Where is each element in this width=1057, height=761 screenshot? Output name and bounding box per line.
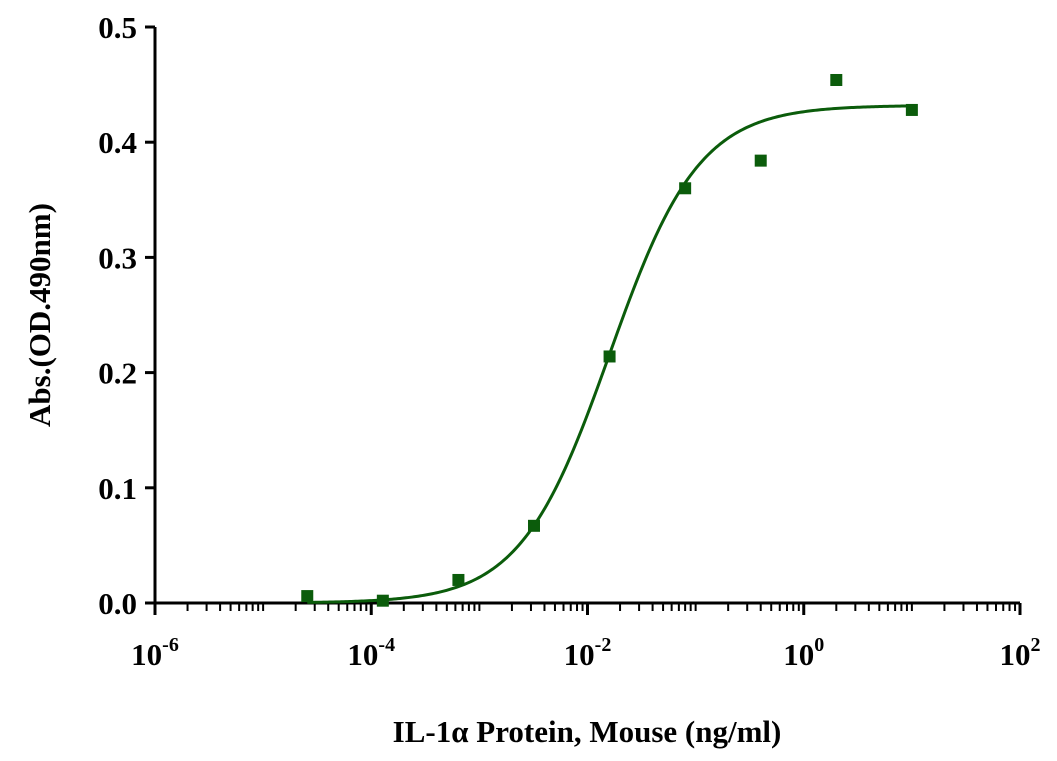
y-axis-title: Abs.(OD.490nm): [22, 203, 57, 427]
y-tick-labels: 0.0 0.1 0.2 0.3 0.4 0.5: [98, 10, 137, 621]
data-points: [301, 73, 918, 607]
data-point: [527, 519, 540, 532]
x-tick-label: 100: [783, 634, 824, 672]
x-axis-title: IL-1α Protein, Mouse (ng/ml): [393, 714, 782, 749]
x-tick-label: 102: [1000, 634, 1041, 672]
data-point: [452, 573, 465, 586]
y-tick-label: 0.5: [98, 10, 137, 45]
axis-ticks: [145, 25, 1022, 615]
y-tick-label: 0.1: [98, 471, 137, 506]
data-point: [376, 594, 389, 607]
data-point: [754, 154, 767, 167]
data-point: [301, 590, 314, 603]
y-tick-label: 0.2: [98, 356, 137, 391]
data-point: [830, 73, 843, 86]
data-point: [679, 182, 692, 195]
x-tick-label: 10-6: [131, 634, 179, 672]
x-tick-labels: 10-6 10-4 10-2 100 102: [131, 634, 1040, 672]
x-tick-label: 10-4: [347, 634, 395, 672]
y-tick-label: 0.4: [98, 125, 137, 160]
y-tick-label: 0.3: [98, 240, 137, 275]
y-tick-label: 0.0: [98, 586, 137, 621]
x-tick-label: 10-2: [564, 634, 612, 672]
data-point: [905, 103, 918, 116]
data-point: [603, 350, 616, 363]
